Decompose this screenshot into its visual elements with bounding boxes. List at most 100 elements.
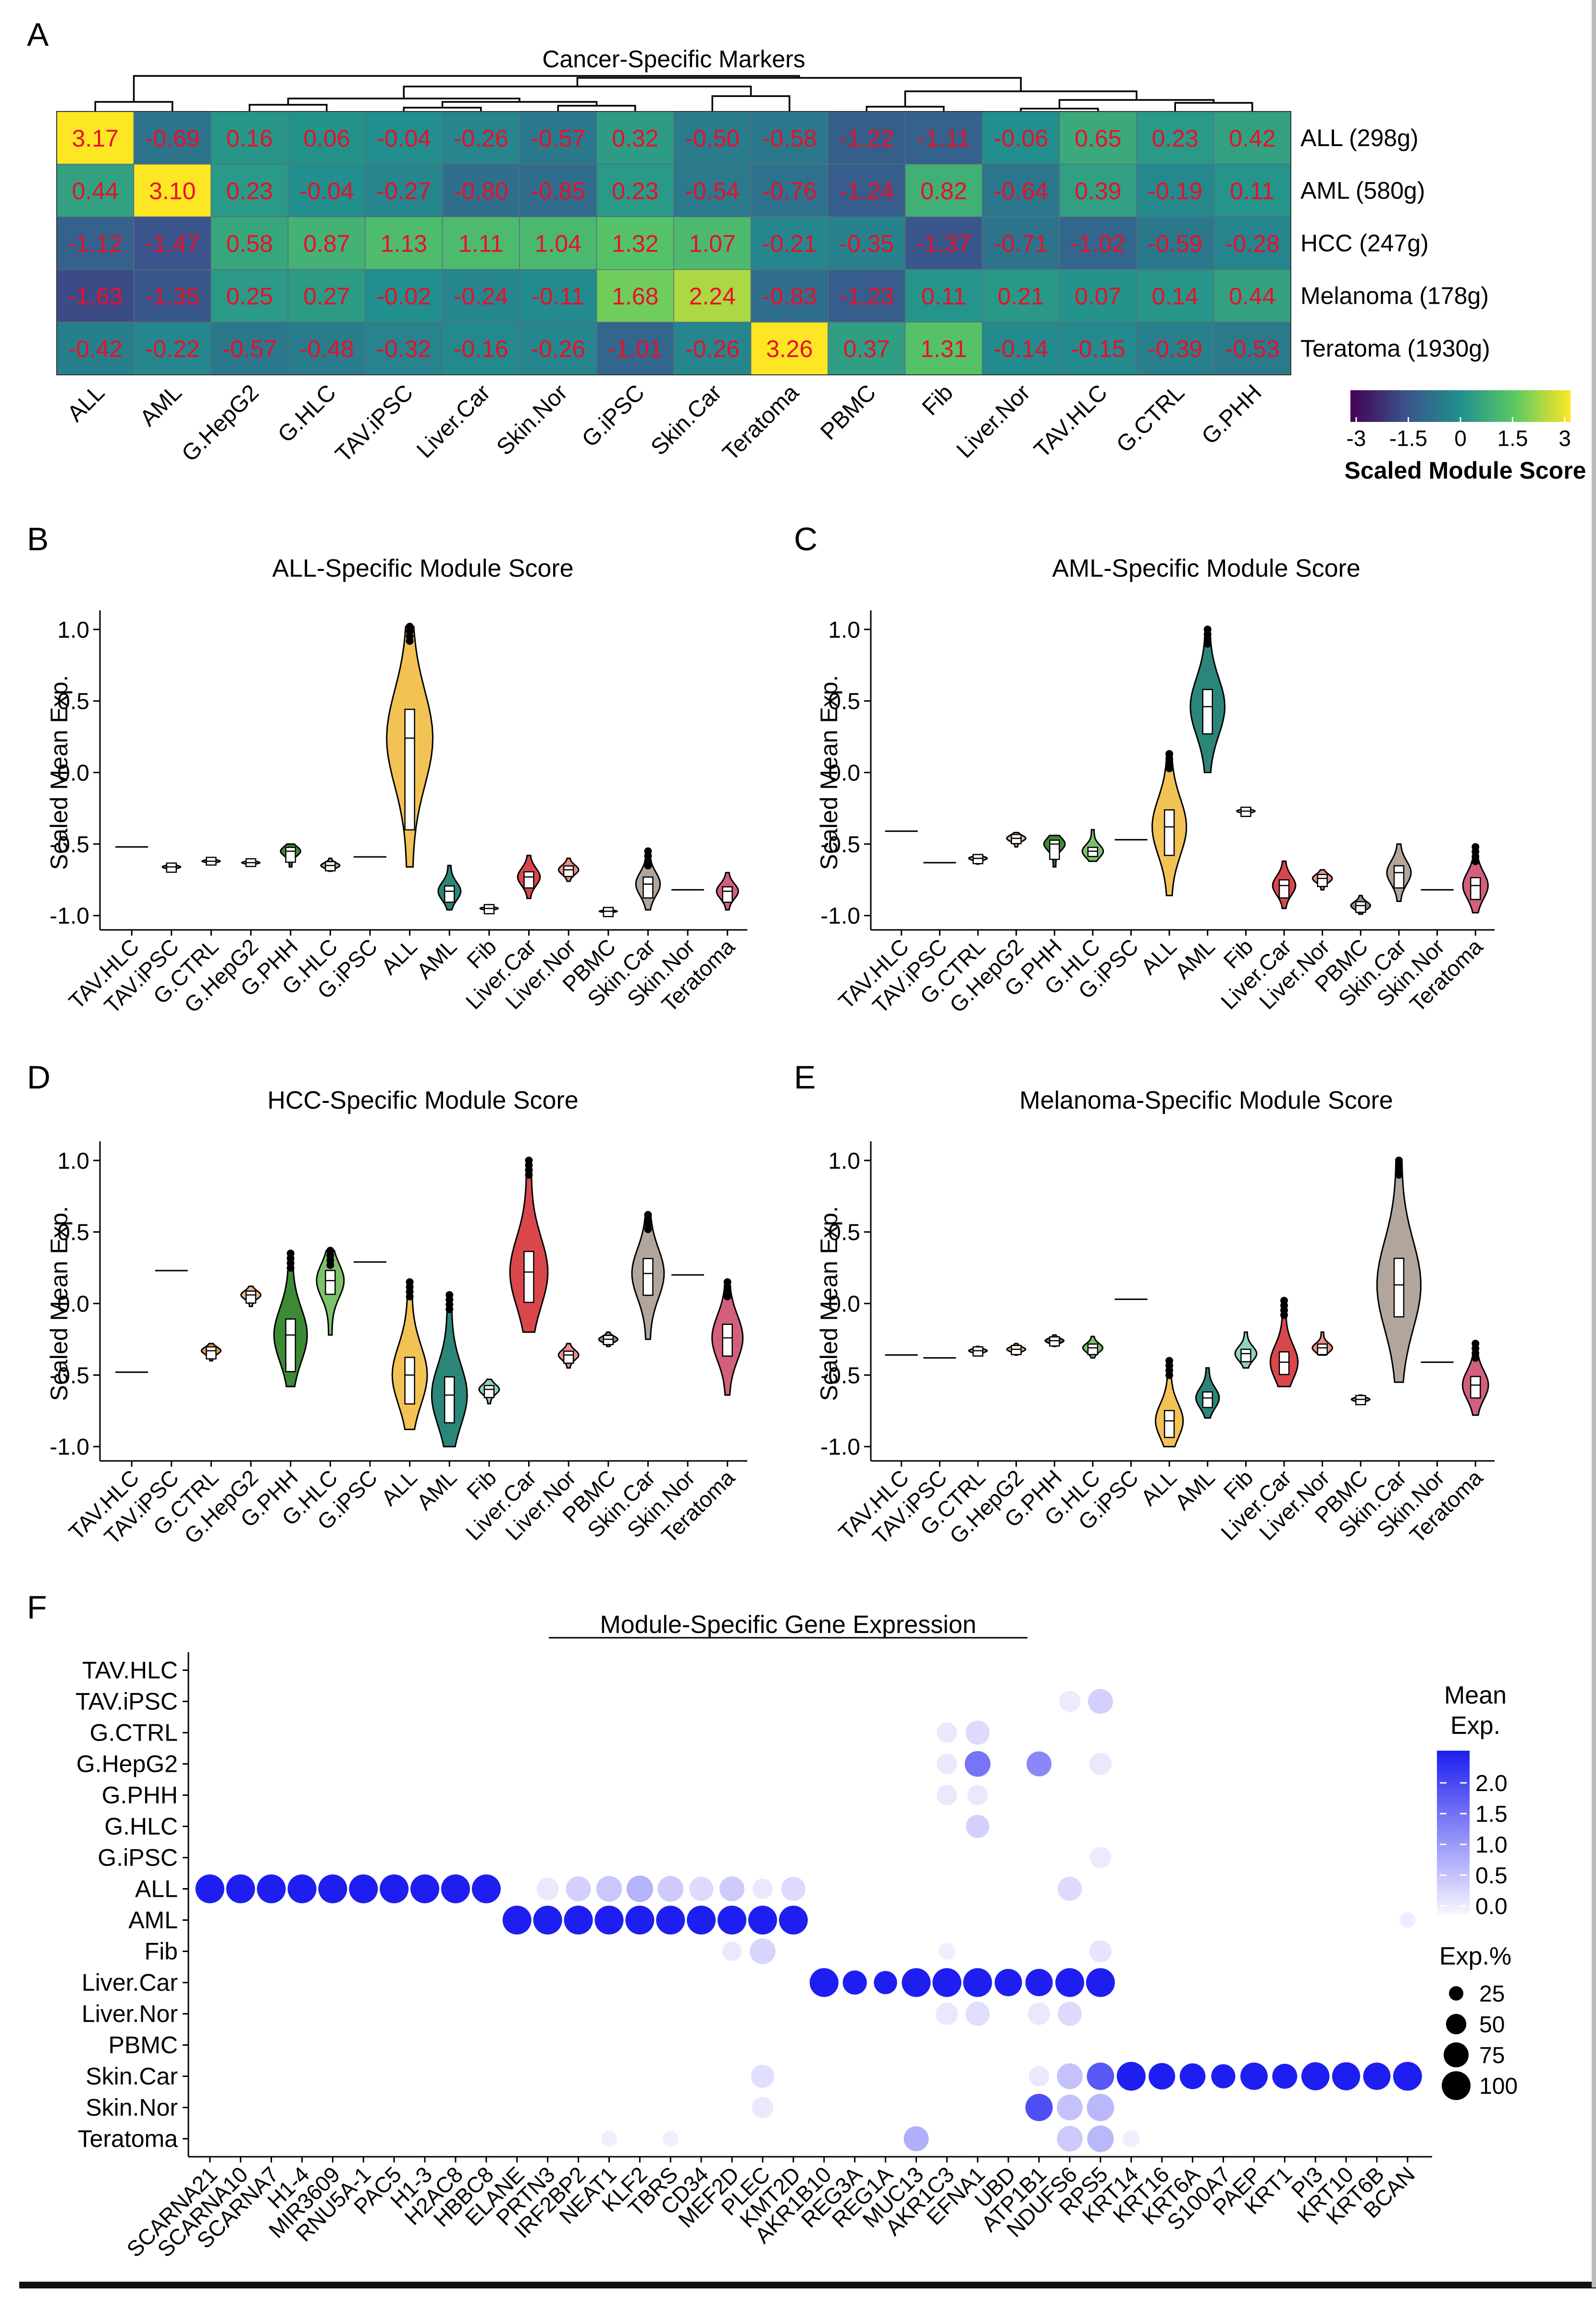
heatmap-cell-value: 0.27 bbox=[303, 283, 350, 310]
violin-body bbox=[509, 1160, 549, 1333]
heatmap-col-label: G.iPSC bbox=[577, 380, 650, 452]
dotplot-row-label: Teratoma bbox=[78, 2126, 178, 2152]
heatmap-cell-value: 0.39 bbox=[1075, 177, 1121, 204]
panel-label-c: C bbox=[794, 521, 817, 557]
violin-box bbox=[166, 862, 177, 873]
violin-x-tick-label: ALL bbox=[1136, 1465, 1182, 1510]
violin-y-label: Scaled Mean Exp. bbox=[46, 675, 73, 870]
heatmap-col-label: TAV.iPSC bbox=[331, 380, 418, 467]
heatmap-cell bbox=[1213, 269, 1291, 323]
dendrogram-branch bbox=[711, 95, 791, 111]
dendrogram-branch bbox=[866, 106, 945, 111]
violin-box bbox=[1087, 847, 1099, 857]
expression-dot bbox=[994, 1969, 1022, 1996]
heatmap-cell-value: -0.58 bbox=[762, 125, 817, 152]
heatmap-cell-value: 0.44 bbox=[72, 177, 119, 204]
heatmap-row-label: ALL (298g) bbox=[1300, 124, 1419, 151]
heatmap-cell-value: -0.71 bbox=[993, 230, 1048, 257]
dotplot-row-label: Fib bbox=[145, 1938, 178, 1965]
heatmap-col-label: Skin.Nor bbox=[492, 380, 572, 460]
expression-dot bbox=[318, 1874, 347, 1903]
expression-dot bbox=[626, 1875, 654, 1903]
violin-box bbox=[643, 1258, 654, 1296]
heatmap-cell bbox=[1136, 216, 1214, 270]
heatmap-cell bbox=[1059, 111, 1137, 165]
heatmap-cell bbox=[56, 111, 135, 165]
expression-dot bbox=[1087, 2125, 1114, 2152]
heatmap-cell-value: -0.02 bbox=[376, 283, 431, 310]
heatmap-cell-value: 0.14 bbox=[1152, 283, 1199, 310]
violin-x-tick-label: ALL bbox=[376, 1465, 422, 1510]
heatmap-cell bbox=[287, 163, 366, 217]
heatmap-cell-value: -0.19 bbox=[1148, 177, 1202, 204]
expression-dot bbox=[1028, 2066, 1050, 2087]
bottom-rule bbox=[19, 2282, 1596, 2288]
expression-dot bbox=[533, 1905, 562, 1935]
expression-dot bbox=[662, 2131, 679, 2147]
violin-y-tick-label: 1.0 bbox=[57, 1149, 89, 1174]
heatmap-cell bbox=[673, 216, 752, 270]
violin-box bbox=[523, 871, 534, 889]
dotplot-row-label: AML bbox=[128, 1907, 178, 1934]
violin-box bbox=[1278, 1351, 1290, 1375]
heatmap-cell bbox=[365, 163, 443, 217]
expression-dot bbox=[751, 2064, 775, 2088]
heatmap-cell-value: -0.11 bbox=[532, 283, 584, 310]
expression-dot bbox=[1088, 1689, 1113, 1714]
heatmap-cell-value: -1.35 bbox=[145, 283, 200, 310]
heatmap-col-label: TAV.HLC bbox=[1029, 380, 1113, 463]
violin-y-tick-label: 0.0 bbox=[57, 1292, 89, 1317]
heatmap-cell bbox=[210, 269, 289, 323]
expression-dot bbox=[752, 2097, 774, 2118]
expression-dot bbox=[1240, 2063, 1268, 2090]
expression-dot bbox=[1057, 2126, 1083, 2152]
heatmap-cell-value: 0.82 bbox=[920, 177, 967, 204]
heatmap-cell bbox=[210, 321, 289, 375]
heatmap-cell-value: -0.48 bbox=[299, 335, 354, 362]
heatmap-cell-value: 1.04 bbox=[535, 230, 581, 257]
dotplot-row-label: Skin.Car bbox=[86, 2063, 178, 2090]
legend-mean-tick-label: 2.0 bbox=[1475, 1771, 1508, 1796]
expression-dot bbox=[965, 2002, 990, 2026]
heatmap-cell-value: -0.69 bbox=[145, 125, 200, 152]
heatmap-cell bbox=[904, 321, 983, 375]
heatmap-cell-value: 0.11 bbox=[921, 283, 966, 310]
violin-outlier bbox=[644, 862, 652, 870]
heatmap-cell-value: 1.13 bbox=[381, 230, 427, 257]
heatmap-cell-value: -0.26 bbox=[454, 125, 508, 152]
violin-y-label: Scaled Mean Exp. bbox=[46, 1206, 73, 1401]
right-rule bbox=[1592, 0, 1596, 2287]
heatmap-cell bbox=[1136, 321, 1214, 375]
dotplot-row-label: G.HepG2 bbox=[76, 1751, 178, 1778]
dendrogram-branch bbox=[94, 101, 173, 111]
expression-dot bbox=[1363, 2063, 1391, 2090]
heatmap-cell bbox=[56, 321, 135, 375]
expression-dot bbox=[750, 1938, 776, 1965]
heatmap-cell-value: -0.57 bbox=[222, 335, 277, 362]
heatmap-cell-value: -0.27 bbox=[376, 177, 431, 204]
heatmap-cell-value: -0.32 bbox=[376, 335, 431, 362]
heatmap-cell bbox=[596, 269, 674, 323]
violin-outlier bbox=[1165, 764, 1174, 772]
legend-mean-tick-label: 1.0 bbox=[1475, 1832, 1508, 1858]
expression-dot bbox=[1399, 1912, 1416, 1928]
expression-dot bbox=[1272, 2064, 1298, 2089]
violin-x-tick-label: AML bbox=[1170, 934, 1220, 984]
expression-dot bbox=[1393, 2062, 1422, 2091]
violin-title: ALL-Specific Module Score bbox=[272, 555, 573, 582]
heatmap-cell bbox=[982, 111, 1060, 165]
violin-box bbox=[1355, 1395, 1366, 1406]
heatmap-cell bbox=[904, 269, 983, 323]
heatmap-cell-value: 1.07 bbox=[689, 230, 736, 257]
expression-dot bbox=[1087, 2094, 1114, 2121]
violin-outlier bbox=[1280, 1311, 1288, 1319]
expression-dot bbox=[1059, 1691, 1081, 1712]
expression-dot bbox=[967, 1785, 988, 1805]
heatmap-cell-value: 0.44 bbox=[1229, 283, 1275, 310]
expression-dot bbox=[226, 1874, 255, 1903]
expression-dot bbox=[1025, 2094, 1053, 2121]
violin-x-tick-label: AML bbox=[412, 1465, 462, 1515]
heatmap-cells: 3.17 -0.69 0.16 0.06 -0.04 -0.26 -0.57 0.32 -0.5… bbox=[56, 111, 1291, 375]
violin-box bbox=[972, 853, 984, 865]
expression-dot bbox=[936, 2002, 958, 2025]
